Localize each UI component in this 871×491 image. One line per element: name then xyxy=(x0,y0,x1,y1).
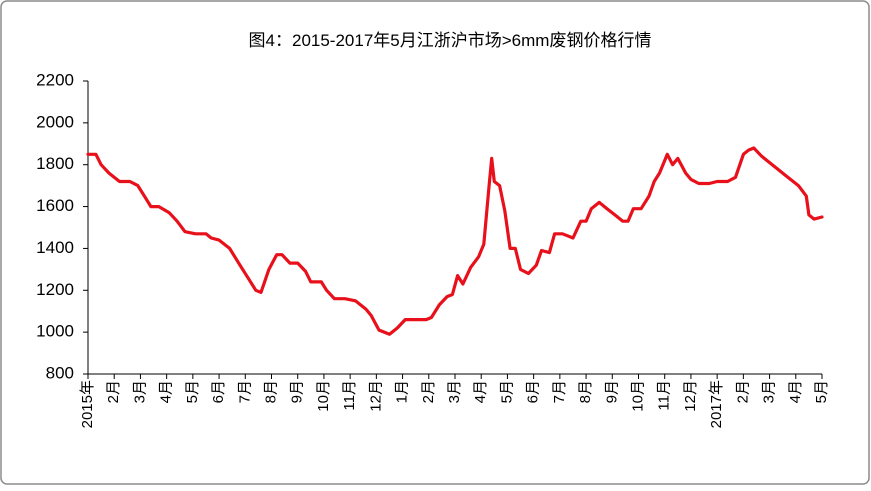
x-tick-label: 8月 xyxy=(577,380,594,403)
x-tick-label: 7月 xyxy=(551,380,568,403)
x-tick-label: 12月 xyxy=(367,380,384,412)
x-tick-label: 8月 xyxy=(262,380,279,403)
y-tick-label: 800 xyxy=(46,363,74,382)
y-tick-label: 1200 xyxy=(36,280,74,299)
y-tick-label: 2200 xyxy=(36,70,74,89)
x-tick-label: 6月 xyxy=(210,380,227,403)
y-tick-label: 2000 xyxy=(36,112,74,131)
x-tick-label: 4月 xyxy=(472,380,489,403)
x-tick-label: 5月 xyxy=(498,380,515,403)
y-tick-label: 1000 xyxy=(36,322,74,341)
x-tick-label: 11月 xyxy=(341,380,358,411)
x-tick-label: 7月 xyxy=(236,380,253,403)
x-tick-label: 6月 xyxy=(525,380,542,403)
x-tick-label: 10月 xyxy=(315,380,332,412)
y-tick-label: 1600 xyxy=(36,196,74,215)
x-tick-label: 9月 xyxy=(603,380,620,403)
x-tick-label: 2月 xyxy=(734,380,751,403)
x-tick-label: 5月 xyxy=(813,380,830,403)
y-tick-label: 1400 xyxy=(36,238,74,257)
x-tick-label: 5月 xyxy=(184,380,201,403)
x-tick-label: 2017年 xyxy=(708,380,725,428)
x-tick-label: 10月 xyxy=(629,380,646,412)
x-tick-label: 2月 xyxy=(105,380,122,403)
x-tick-label: 12月 xyxy=(682,380,699,412)
price-line xyxy=(86,146,824,336)
x-tick-label: 1月 xyxy=(394,380,411,403)
x-tick-label: 4月 xyxy=(158,380,175,403)
x-tick-label: 4月 xyxy=(787,380,804,403)
x-tick-label: 9月 xyxy=(289,380,306,403)
x-tick-label: 11月 xyxy=(656,380,673,411)
x-tick-label: 2月 xyxy=(420,380,437,403)
x-tick-label: 3月 xyxy=(446,380,463,403)
y-tick-label: 1800 xyxy=(36,154,74,173)
x-tick-label: 3月 xyxy=(761,380,778,403)
x-tick-label: 2015年 xyxy=(79,380,96,428)
chart-title: 图4：2015-2017年5月江浙沪市场>6mm废钢价格行情 xyxy=(249,31,652,50)
x-tick-label: 3月 xyxy=(131,380,148,403)
